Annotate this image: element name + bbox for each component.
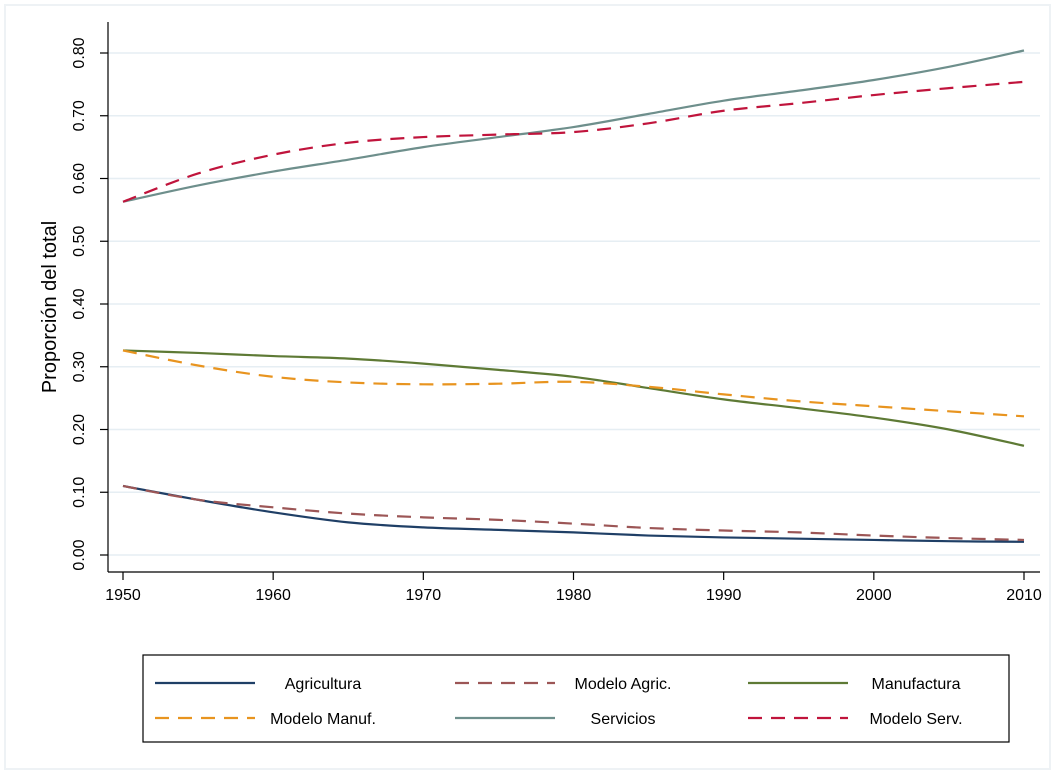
series-lines xyxy=(122,49,1025,543)
y-tick-label: 0.40 xyxy=(71,288,88,319)
y-tick-label: 0.60 xyxy=(71,163,88,194)
legend-label-servicios: Servicios xyxy=(591,711,656,728)
series-line-servicios xyxy=(122,49,1025,203)
series-line-agricultura xyxy=(122,484,1025,543)
y-tick-label: 0.50 xyxy=(71,226,88,257)
legend: Agricultura Modelo Agric. Manufactura Model… xyxy=(142,654,1010,743)
x-tick-label: 1960 xyxy=(255,587,291,604)
x-tick-label: 1990 xyxy=(706,587,742,604)
legend-label-modelo-manuf: Modelo Manuf. xyxy=(270,711,376,728)
legend-label-agricultura: Agricultura xyxy=(285,676,362,693)
legend-box xyxy=(142,654,1010,743)
legend-label-modelo-agric: Modelo Agric. xyxy=(575,676,672,693)
y-tick-label: 0.80 xyxy=(71,37,88,68)
legend-label-manufactura: Manufactura xyxy=(872,676,961,693)
y-axis-title: Proporción del total xyxy=(39,221,61,393)
x-tick-label: 2000 xyxy=(856,587,892,604)
y-tick-label: 0.70 xyxy=(71,100,88,131)
plot-area xyxy=(108,22,1040,572)
series-line-manufactura xyxy=(122,349,1025,447)
y-tick-label: 0.30 xyxy=(71,351,88,382)
x-tick-label: 2010 xyxy=(1006,587,1042,604)
legend-entries: Agricultura Modelo Agric. Manufactura Model… xyxy=(155,676,963,728)
ticks: 0.00 0.10 0.20 0.30 0.40 0.50 0.60 0.70 0.80 1950… xyxy=(71,37,1042,604)
legend-label-modelo-serv: Modelo Serv. xyxy=(869,711,962,728)
x-tick-label: 1970 xyxy=(406,587,442,604)
series-line-modelo-agric xyxy=(122,484,1025,542)
gridlines xyxy=(108,52,1040,556)
series-line-modelo-serv xyxy=(122,80,1025,203)
y-tick-label: 0.00 xyxy=(71,539,88,570)
y-tick-label: 0.20 xyxy=(71,414,88,445)
x-tick-label: 1950 xyxy=(105,587,141,604)
y-tick-label: 0.10 xyxy=(71,477,88,508)
x-tick-label: 1980 xyxy=(556,587,592,604)
